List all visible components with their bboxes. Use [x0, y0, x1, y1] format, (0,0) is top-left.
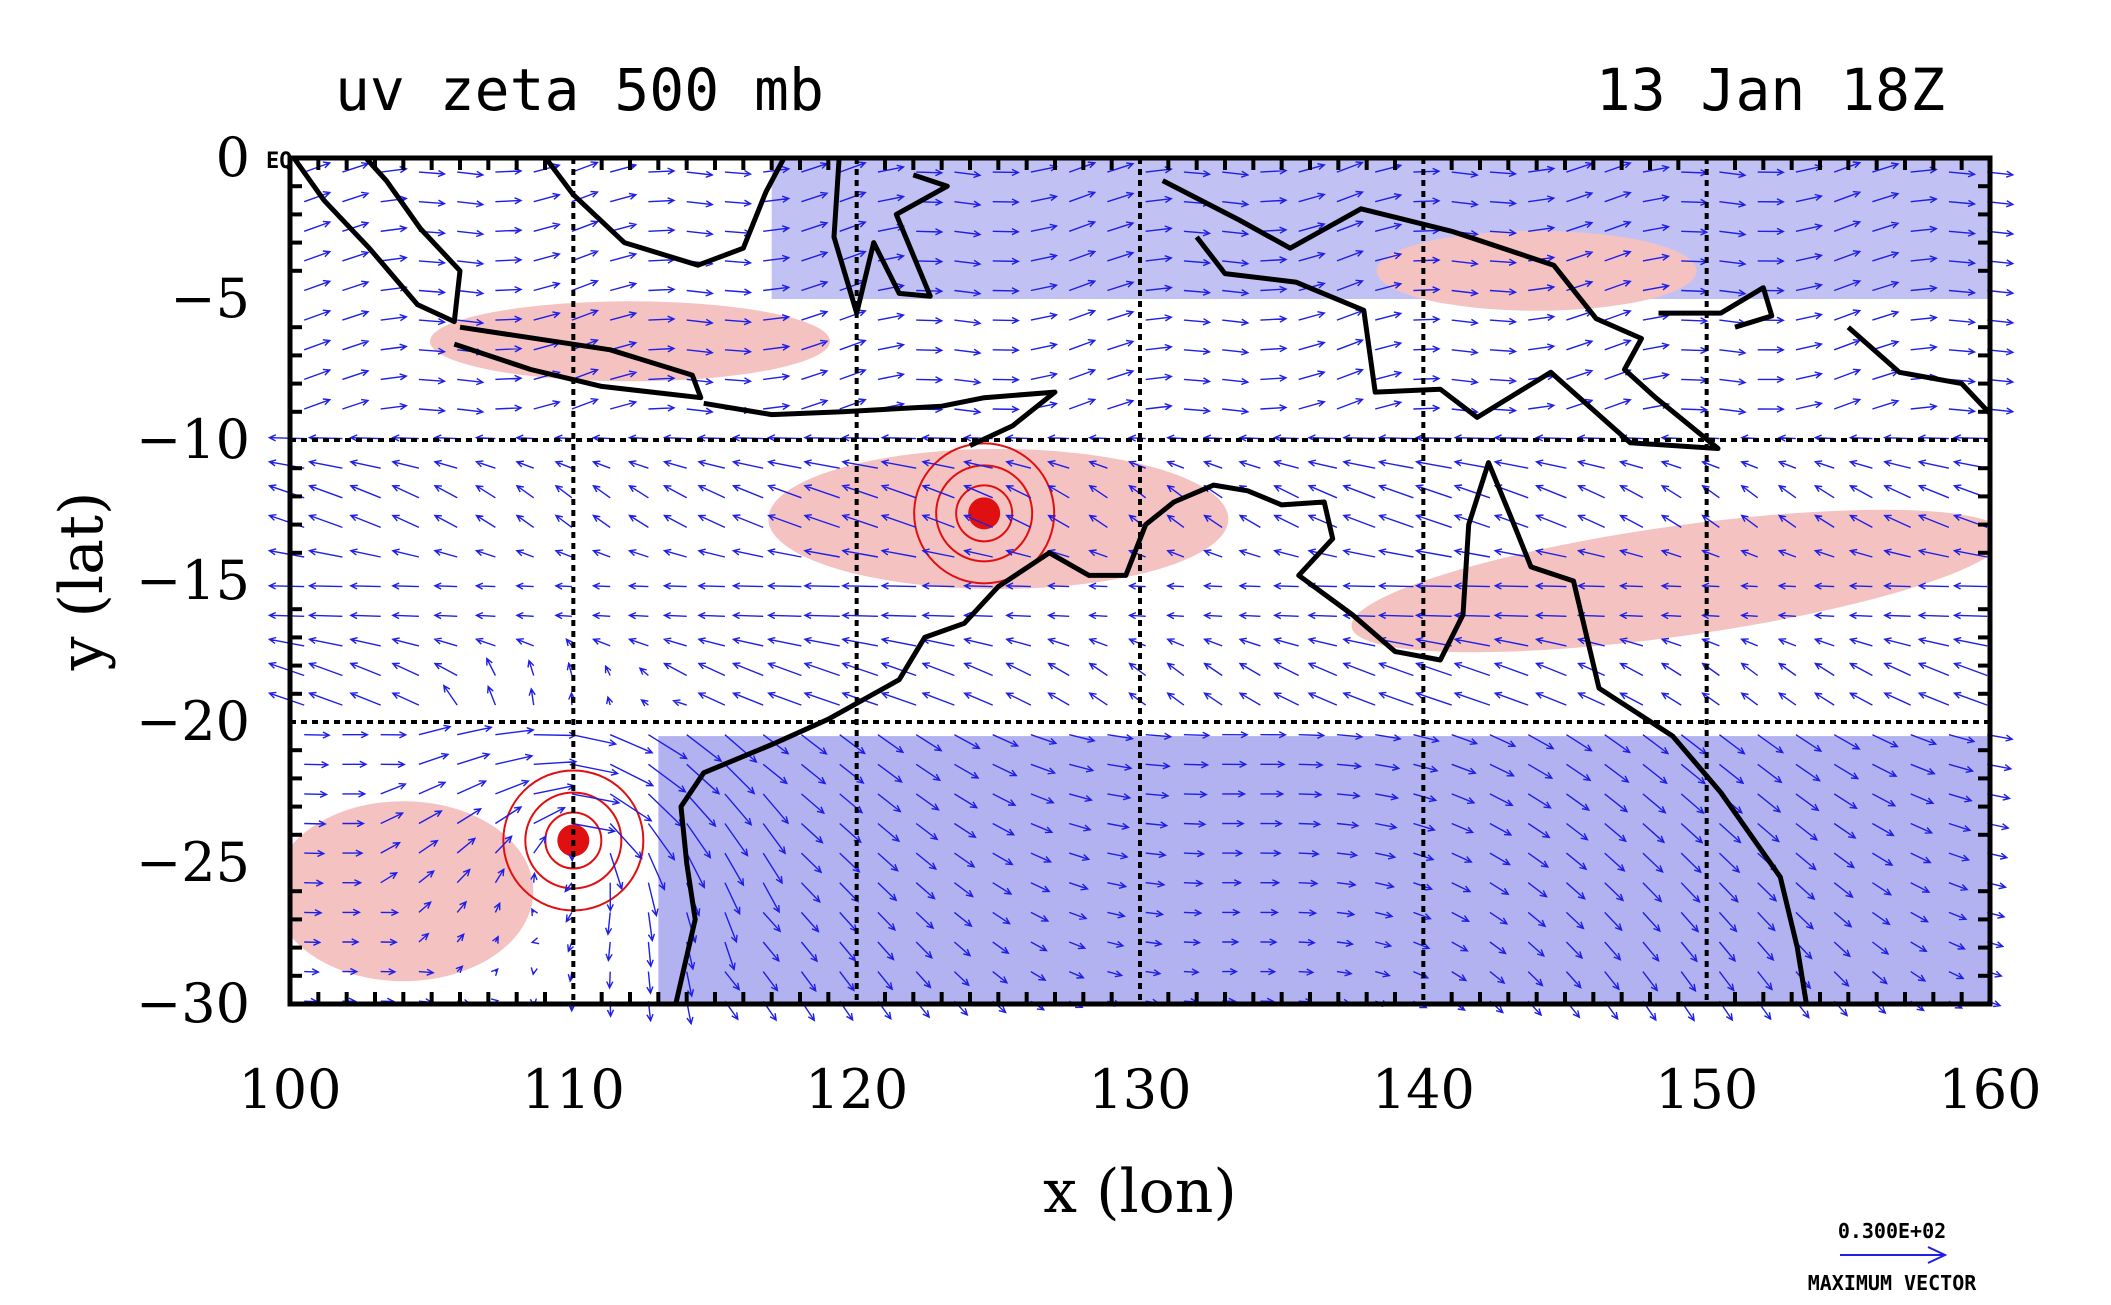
x-tick-label: 110: [522, 1058, 625, 1121]
y-tick-label: −30: [136, 972, 250, 1035]
positive-vorticity-band: [1351, 509, 1990, 653]
y-tick-label: −25: [136, 831, 250, 894]
axis-ticks: 100 110 120 130 140 150 160 0 −5 −10 −15 −20 −25 −30: [136, 126, 2042, 1121]
x-tick-label: 160: [1938, 1058, 2041, 1121]
positive-vorticity-west: [290, 801, 534, 982]
max-vector-caption: MAXIMUM VECTOR: [1808, 1271, 1978, 1295]
x-tick-label: 130: [1088, 1058, 1191, 1121]
y-tick-label: −15: [136, 549, 250, 612]
y-axis-title: y (lat): [47, 492, 117, 672]
vorticity-max-timor-core: [968, 497, 1001, 530]
x-axis-title: x (lon): [1043, 1157, 1237, 1227]
corner-label-eq: EQ: [266, 149, 293, 174]
plot-frame: [287, 155, 1993, 1007]
chart-title-right: 13 Jan 18Z: [1596, 56, 1945, 124]
negative-vorticity-south: [658, 736, 1990, 1004]
new-guinea-coast: [1161, 178, 1721, 451]
y-tick-label: −20: [136, 690, 250, 753]
x-tick-label: 140: [1372, 1058, 1475, 1121]
vorticity-max-timor-contour: [955, 484, 1014, 543]
vorticity-max-timor-contour: [935, 464, 1034, 563]
chart-title-left: uv zeta 500 mb: [335, 56, 824, 124]
y-tick-label: −5: [170, 267, 250, 330]
x-tick-label: 150: [1655, 1058, 1758, 1121]
vorticity-max-timor-contour: [913, 442, 1056, 585]
sulawesi-coast: [831, 158, 950, 316]
vorticity-field: [290, 158, 1990, 1004]
java-coast: [453, 324, 704, 401]
max-vector-legend: 0.300E+02 MAXIMUM VECTOR: [1808, 1219, 1978, 1295]
max-vector-magnitude: 0.300E+02: [1838, 1219, 1946, 1243]
x-tick-label: 100: [238, 1058, 341, 1121]
x-tick-label: 120: [805, 1058, 908, 1121]
sumatra-coast: [290, 158, 463, 325]
lesser-sunda-coast: [703, 389, 1058, 448]
bismarck-coast: [1658, 285, 1775, 330]
coastlines: [290, 158, 1990, 1004]
solomon-coast: [1846, 325, 1990, 418]
y-tick-label: −10: [136, 408, 250, 471]
y-tick-label: 0: [216, 126, 250, 189]
australia-coast: [673, 460, 1809, 1004]
borneo-coast: [542, 158, 787, 268]
max-vector-arrowhead: [1927, 1246, 1948, 1264]
gridlines: [290, 158, 1990, 1004]
